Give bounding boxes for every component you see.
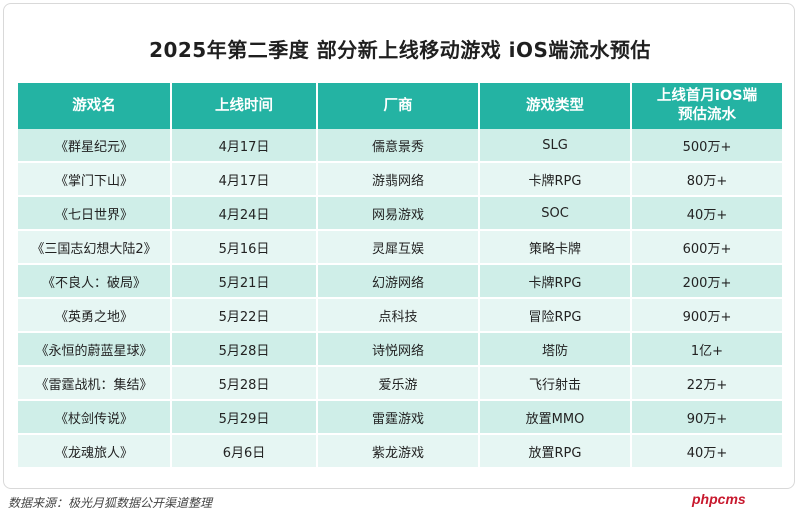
header-genre: 游戏类型: [478, 83, 632, 129]
cell-genre: 策略卡牌: [478, 230, 632, 265]
cell-genre: 飞行射击: [478, 366, 632, 401]
cell-publisher: 紫龙游戏: [316, 434, 480, 469]
cell-genre: SOC: [478, 196, 632, 231]
cell-genre: 放置MMO: [478, 400, 632, 435]
cell-genre: SLG: [478, 129, 632, 163]
cell-revenue: 1亿+: [630, 332, 784, 367]
cell-launch-date: 6月6日: [170, 434, 318, 469]
cell-genre: 塔防: [478, 332, 632, 367]
cell-launch-date: 5月28日: [170, 332, 318, 367]
cell-game-name: 《英勇之地》: [16, 298, 172, 333]
cell-publisher: 游翡网络: [316, 162, 480, 197]
table-row: 《掌门下山》 4月17日 游翡网络 卡牌RPG 80万+: [16, 162, 784, 197]
page-title: 2025年第二季度 部分新上线移动游戏 iOS端流水预估: [149, 38, 651, 62]
cell-revenue: 80万+: [630, 162, 784, 197]
table-row: 《龙魂旅人》 6月6日 紫龙游戏 放置RPG 40万+: [16, 434, 784, 469]
cell-launch-date: 4月17日: [170, 162, 318, 197]
header-game-name: 游戏名: [16, 83, 172, 129]
cell-publisher: 幻游网络: [316, 264, 480, 299]
cell-launch-date: 5月21日: [170, 264, 318, 299]
cell-game-name: 《永恒的蔚蓝星球》: [16, 332, 172, 367]
cell-revenue: 900万+: [630, 298, 784, 333]
cell-game-name: 《七日世界》: [16, 196, 172, 231]
cell-genre: 放置RPG: [478, 434, 632, 469]
cell-genre: 卡牌RPG: [478, 264, 632, 299]
cell-launch-date: 5月16日: [170, 230, 318, 265]
header-revenue-line2: 预估流水: [678, 107, 736, 123]
table-row: 《雷霆战机：集结》 5月28日 爱乐游 飞行射击 22万+: [16, 366, 784, 401]
game-revenue-table: 游戏名 上线时间 厂商 游戏类型 上线首月iOS端 预估流水 《群星纪元》 4月…: [16, 83, 784, 469]
cell-revenue: 200万+: [630, 264, 784, 299]
cell-game-name: 《三国志幻想大陆2》: [16, 230, 172, 265]
cell-game-name: 《龙魂旅人》: [16, 434, 172, 469]
header-publisher: 厂商: [316, 83, 480, 129]
cell-revenue: 90万+: [630, 400, 784, 435]
table-row: 《群星纪元》 4月17日 儒意景秀 SLG 500万+: [16, 129, 784, 163]
cell-publisher: 网易游戏: [316, 196, 480, 231]
cell-revenue: 40万+: [630, 196, 784, 231]
table-row: 《英勇之地》 5月22日 点科技 冒险RPG 900万+: [16, 298, 784, 333]
table-row: 《三国志幻想大陆2》 5月16日 灵犀互娱 策略卡牌 600万+: [16, 230, 784, 265]
cell-launch-date: 4月17日: [170, 129, 318, 163]
cell-publisher: 儒意景秀: [316, 129, 480, 163]
cell-genre: 冒险RPG: [478, 298, 632, 333]
cell-launch-date: 5月28日: [170, 366, 318, 401]
cell-game-name: 《杖剑传说》: [16, 400, 172, 435]
table-row: 《杖剑传说》 5月29日 雷霆游戏 放置MMO 90万+: [16, 400, 784, 435]
cell-game-name: 《掌门下山》: [16, 162, 172, 197]
cell-launch-date: 4月24日: [170, 196, 318, 231]
table-row: 《不良人：破局》 5月21日 幻游网络 卡牌RPG 200万+: [16, 264, 784, 299]
cell-publisher: 诗悦网络: [316, 332, 480, 367]
table-row: 《七日世界》 4月24日 网易游戏 SOC 40万+: [16, 196, 784, 231]
cell-publisher: 灵犀互娱: [316, 230, 480, 265]
cell-revenue: 40万+: [630, 434, 784, 469]
header-launch-date: 上线时间: [170, 83, 318, 129]
corner-logo: phpcms: [692, 491, 746, 507]
cell-revenue: 600万+: [630, 230, 784, 265]
table-header-row: 游戏名 上线时间 厂商 游戏类型 上线首月iOS端 预估流水: [16, 83, 784, 129]
cell-publisher: 点科技: [316, 298, 480, 333]
cell-game-name: 《群星纪元》: [16, 129, 172, 163]
cell-revenue: 500万+: [630, 129, 784, 163]
table-row: 《永恒的蔚蓝星球》 5月28日 诗悦网络 塔防 1亿+: [16, 332, 784, 367]
header-revenue-line1: 上线首月iOS端: [656, 88, 758, 104]
cell-launch-date: 5月22日: [170, 298, 318, 333]
cell-publisher: 爱乐游: [316, 366, 480, 401]
cell-publisher: 雷霆游戏: [316, 400, 480, 435]
cell-launch-date: 5月29日: [170, 400, 318, 435]
cell-revenue: 22万+: [630, 366, 784, 401]
cell-game-name: 《雷霆战机：集结》: [16, 366, 172, 401]
cell-genre: 卡牌RPG: [478, 162, 632, 197]
header-revenue: 上线首月iOS端 预估流水: [630, 83, 784, 129]
data-source-note: 数据来源：极光月狐数据公开渠道整理: [8, 496, 213, 510]
cell-game-name: 《不良人：破局》: [16, 264, 172, 299]
